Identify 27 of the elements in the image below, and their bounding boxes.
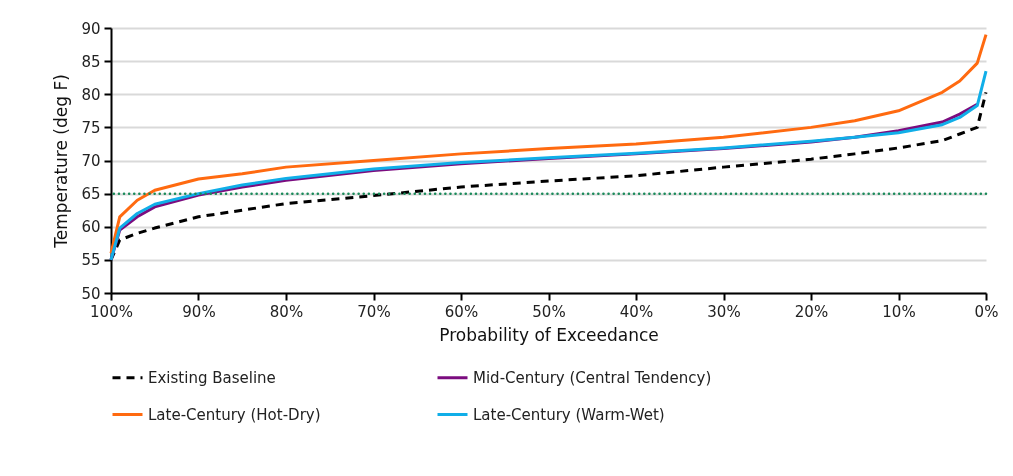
x-tick-label: 50% bbox=[532, 302, 566, 321]
y-tick-label: 70 bbox=[81, 152, 101, 170]
x-tick-label: 30% bbox=[707, 302, 741, 321]
x-tick-label: 0% bbox=[974, 302, 999, 321]
legend-label: Late-Century (Warm-Wet) bbox=[473, 405, 665, 424]
y-tick-label: 85 bbox=[81, 52, 101, 71]
x-tick-label: 80% bbox=[269, 302, 304, 321]
y-tick-label: 50 bbox=[81, 284, 101, 303]
x-tick-label: 70% bbox=[357, 302, 391, 321]
legend-label: Late-Century (Hot-Dry) bbox=[148, 405, 321, 424]
x-tick-label: 10% bbox=[882, 302, 916, 321]
legend-label: Mid-Century (Central Tendency) bbox=[473, 368, 712, 387]
x-axis-title: Probability of Exceedance bbox=[439, 324, 659, 345]
y-tick-label: 65 bbox=[81, 185, 101, 204]
x-tick-label: 60% bbox=[444, 302, 479, 321]
x-tick-label: 20% bbox=[794, 302, 829, 321]
y-tick-label: 90 bbox=[81, 19, 101, 38]
line-series bbox=[109, 33, 988, 255]
y-tick-label: 80 bbox=[81, 85, 101, 104]
y-axis-title: Temperature (deg F) bbox=[51, 74, 72, 249]
legend-label: Existing Baseline bbox=[148, 368, 276, 387]
x-tick-label: 40% bbox=[619, 302, 654, 321]
x-tick-label: 100% bbox=[90, 302, 133, 321]
y-tick-label: 60 bbox=[81, 218, 101, 237]
y-tick-label: 75 bbox=[81, 118, 101, 137]
x-tick-label: 90% bbox=[182, 302, 216, 321]
y-tick-label: 55 bbox=[81, 251, 101, 270]
